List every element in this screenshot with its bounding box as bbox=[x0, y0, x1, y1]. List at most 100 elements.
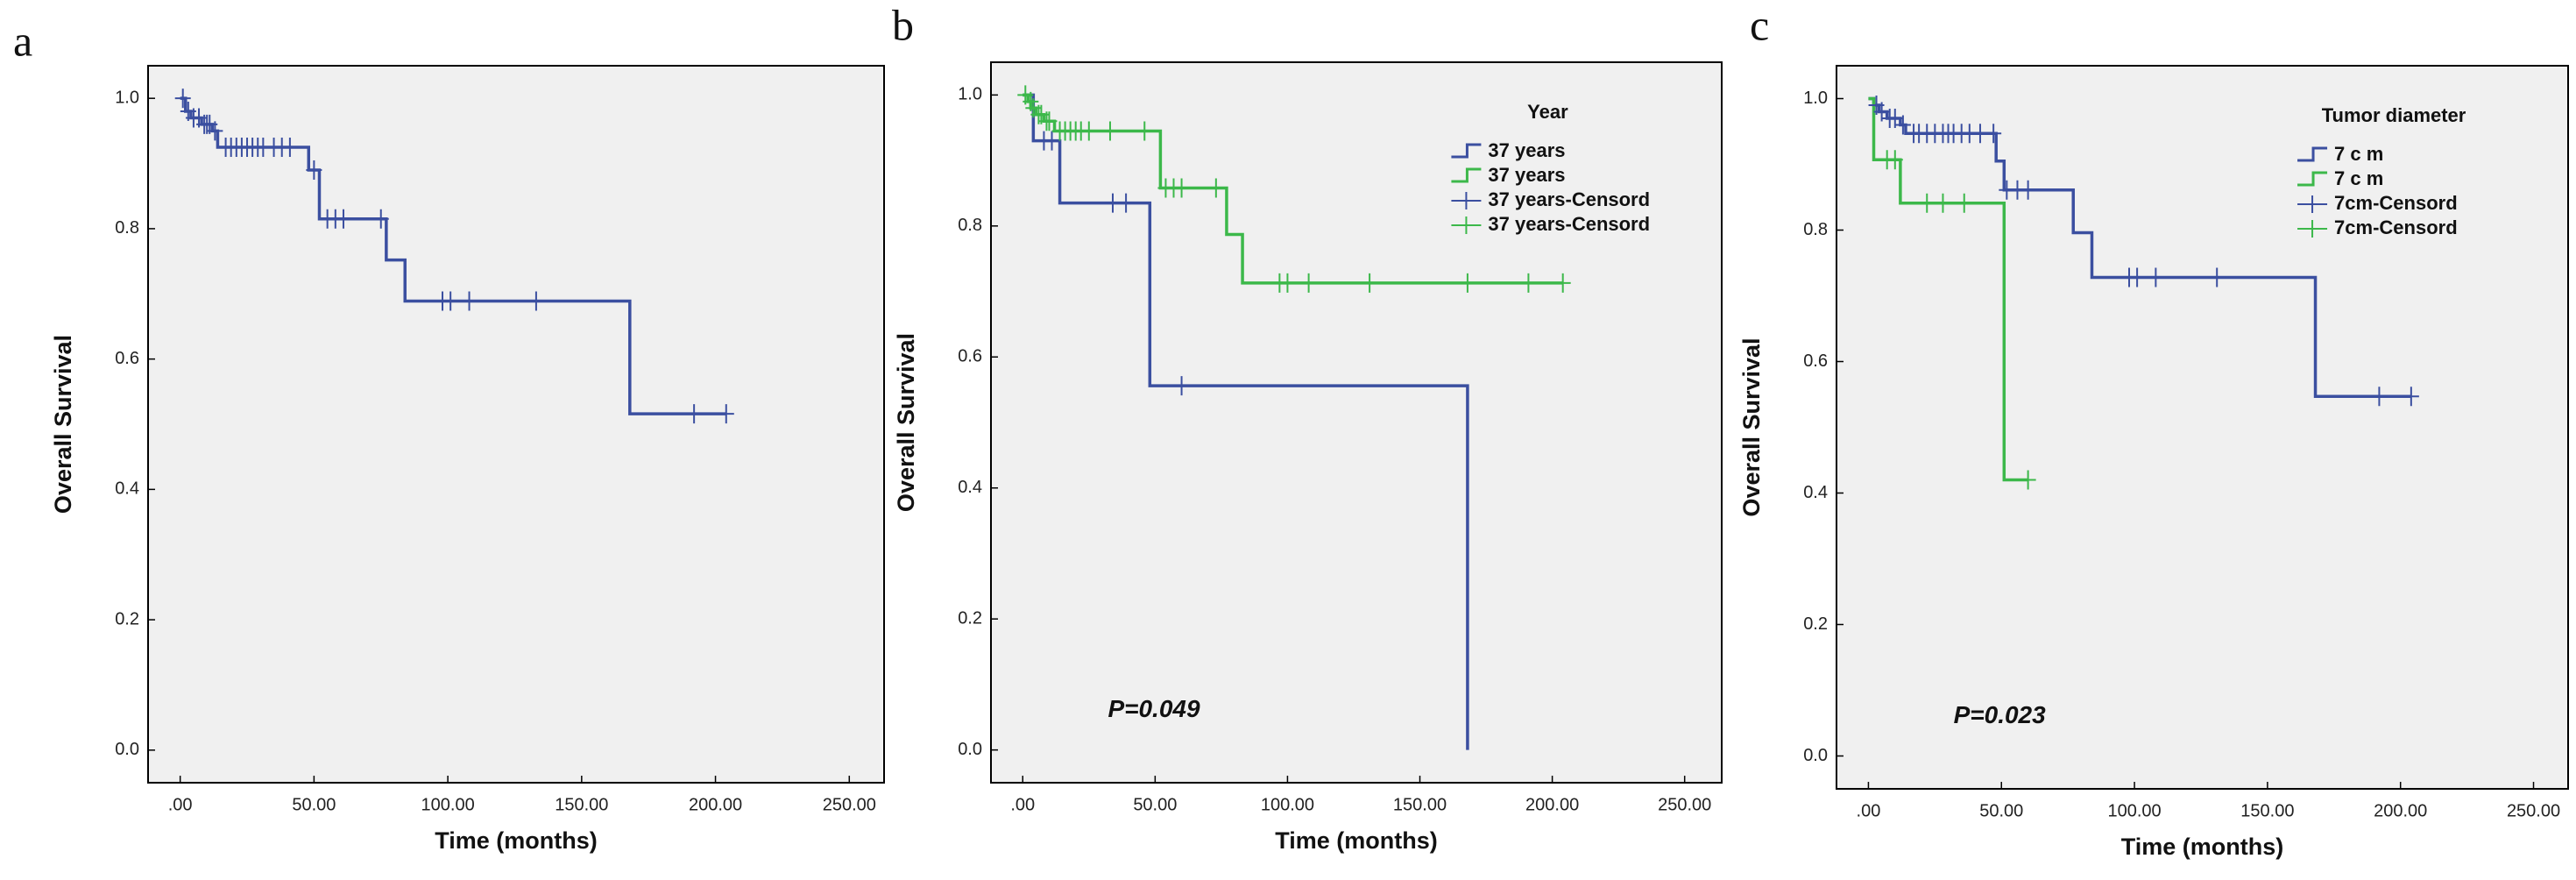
legend-swatch bbox=[1451, 216, 1482, 234]
censor-mark bbox=[1101, 121, 1118, 141]
y-tick-label: 0.6 bbox=[115, 349, 139, 368]
y-axis-label: Overall Survival bbox=[1738, 337, 1765, 516]
y-tick-label: 0.6 bbox=[1803, 351, 1828, 371]
y-tick-label: 0.8 bbox=[115, 218, 139, 238]
y-tick-label: 0.0 bbox=[958, 740, 982, 759]
plot-area bbox=[147, 65, 885, 784]
x-tick-label: 200.00 bbox=[1525, 795, 1579, 814]
legend-label: 37 years bbox=[1488, 139, 1565, 161]
x-tick-label: 200.00 bbox=[2374, 801, 2427, 820]
x-axis-label: Time (months) bbox=[435, 827, 598, 854]
y-tick-label: 1.0 bbox=[115, 88, 139, 107]
y-tick-label: 0.0 bbox=[115, 740, 139, 759]
censor-mark bbox=[1985, 124, 2002, 144]
x-tick-label: 250.00 bbox=[823, 795, 876, 814]
censor-mark bbox=[461, 291, 478, 311]
legend-swatch bbox=[1451, 192, 1482, 209]
panel-label: b bbox=[892, 0, 914, 49]
censor-mark bbox=[1118, 193, 1135, 213]
censor-mark bbox=[1894, 115, 1911, 135]
censor-mark bbox=[1935, 193, 1951, 213]
censor-mark bbox=[2129, 267, 2146, 287]
censor-mark bbox=[281, 137, 298, 157]
censor-mark bbox=[1520, 273, 1537, 293]
legend-label: 7 c m bbox=[2334, 143, 2383, 165]
censor-mark bbox=[1919, 193, 1936, 213]
censor-mark bbox=[1041, 111, 1058, 131]
legend-swatch bbox=[2297, 220, 2328, 238]
censor-mark bbox=[686, 404, 703, 424]
y-tick-label: 0.8 bbox=[958, 216, 982, 235]
y-tick-label: 1.0 bbox=[1803, 89, 1828, 108]
censor-mark bbox=[2148, 267, 2164, 287]
censor-mark bbox=[1173, 178, 1190, 198]
x-tick-label: 100.00 bbox=[421, 795, 475, 814]
y-tick-label: 1.0 bbox=[958, 85, 982, 104]
y-tick-label: 0.0 bbox=[1803, 746, 1828, 765]
x-axis-label: Time (months) bbox=[1275, 827, 1438, 854]
y-tick-label: 0.4 bbox=[115, 479, 139, 499]
legend-label: 37 years-Censord bbox=[1488, 213, 1650, 235]
censor-mark bbox=[2403, 387, 2419, 407]
legend-swatch bbox=[2297, 195, 2328, 213]
x-tick-label: 100.00 bbox=[2107, 801, 2161, 820]
survival-curve bbox=[1868, 96, 2028, 482]
plot-area bbox=[990, 61, 1723, 784]
x-tick-label: 250.00 bbox=[2507, 801, 2560, 820]
y-tick-label: 0.2 bbox=[115, 609, 139, 628]
censor-mark bbox=[2209, 267, 2226, 287]
plot-area bbox=[1836, 65, 2569, 790]
x-tick-label: 200.00 bbox=[689, 795, 742, 814]
chart-panel: a .00 50.00 100.00 150.00 200.00 250.00 0.0 0.2 0… bbox=[13, 16, 885, 854]
y-tick-label: 0.6 bbox=[958, 347, 982, 366]
censor-mark bbox=[1279, 273, 1296, 293]
legend-label: 7cm-Censord bbox=[2334, 192, 2458, 214]
censor-mark bbox=[335, 209, 351, 229]
y-tick-label: 0.2 bbox=[958, 608, 982, 628]
x-tick-label: 250.00 bbox=[1658, 795, 1711, 814]
censor-mark bbox=[306, 160, 322, 180]
legend-label: 7cm-Censord bbox=[2334, 216, 2458, 238]
censor-mark bbox=[174, 89, 191, 109]
censor-mark bbox=[1459, 273, 1476, 293]
chart-panel: c .00 50.00 100.00 150.00 200.00 250.00 0.0 0.2 0… bbox=[1738, 0, 2569, 860]
legend-label: 7 c m bbox=[2334, 167, 2383, 189]
x-axis-label: Time (months) bbox=[2121, 834, 2284, 860]
legend-title: Year bbox=[1527, 101, 1568, 123]
y-axis-label: Overall Survival bbox=[893, 333, 919, 512]
legend-title: Tumor diameter bbox=[2322, 104, 2466, 126]
y-axis-label: Overall Survival bbox=[50, 335, 76, 514]
censor-mark bbox=[1873, 102, 1890, 122]
censor-mark bbox=[442, 291, 459, 311]
censor-mark bbox=[1886, 109, 1903, 128]
censor-mark bbox=[1105, 193, 1121, 213]
annotation: P=0.023 bbox=[1954, 701, 2047, 728]
censor-mark bbox=[527, 291, 544, 311]
censor-mark bbox=[2020, 470, 2036, 490]
censor-mark bbox=[1886, 150, 1903, 170]
censor-mark bbox=[372, 209, 389, 229]
censor-mark bbox=[1080, 121, 1097, 141]
x-tick-label: .00 bbox=[168, 795, 193, 814]
censor-mark bbox=[1300, 273, 1317, 293]
x-tick-label: 50.00 bbox=[1979, 801, 2023, 820]
legend-swatch bbox=[2297, 146, 2328, 162]
annotation: P=0.049 bbox=[1108, 695, 1200, 722]
panel-label: a bbox=[13, 16, 32, 65]
legend-label: 37 years-Censord bbox=[1488, 188, 1650, 210]
censor-mark bbox=[1362, 273, 1378, 293]
x-tick-label: .00 bbox=[1010, 795, 1035, 814]
legend-swatch bbox=[2297, 171, 2328, 187]
x-tick-label: 50.00 bbox=[292, 795, 336, 814]
y-tick-label: 0.2 bbox=[1803, 614, 1828, 634]
legend-swatch bbox=[1451, 167, 1482, 183]
chart-panel: b .00 50.00 100.00 150.00 200.00 250.00 0.0 0.2 0… bbox=[892, 0, 1723, 854]
censor-mark bbox=[1044, 131, 1060, 151]
x-tick-label: .00 bbox=[1857, 801, 1881, 820]
legend-label: 37 years bbox=[1488, 164, 1565, 186]
censor-mark bbox=[207, 121, 223, 141]
x-tick-label: 50.00 bbox=[1133, 795, 1177, 814]
censor-mark bbox=[718, 404, 734, 424]
censor-mark bbox=[1136, 121, 1153, 141]
x-tick-label: 150.00 bbox=[555, 795, 608, 814]
